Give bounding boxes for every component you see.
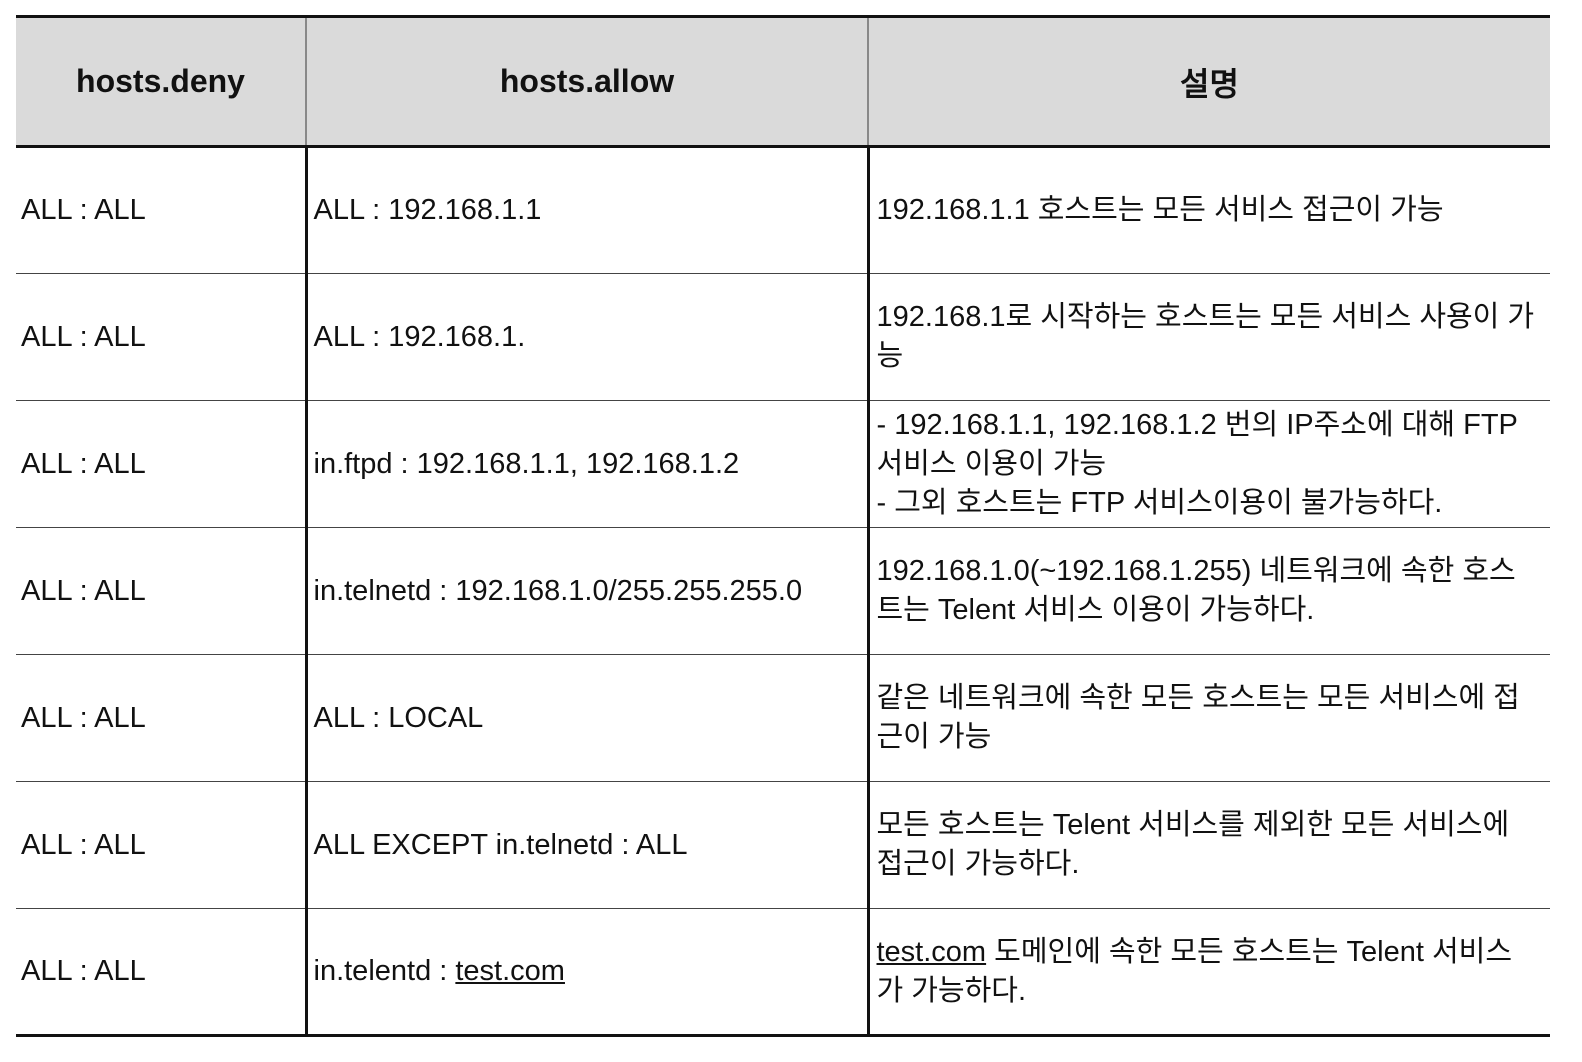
description-line: 모든 호스트는 Telent 서비스를 제외한 모든 서비스에 접근이 가능하다… bbox=[877, 806, 1539, 884]
cell-hosts-allow: in.telentd : test.com bbox=[306, 908, 870, 1037]
cell-hosts-deny: ALL : ALL bbox=[16, 273, 308, 401]
description-line: test.com 도메인에 속한 모든 호스트는 Telent 서비스가 가능하… bbox=[877, 933, 1539, 1011]
description-text: 192.168.1.0(~192.168.1.255) 네트워크에 속한 호스트… bbox=[876, 555, 1516, 626]
header-row: hosts.deny hosts.allow 설명 bbox=[16, 15, 1550, 148]
description-line: 192.168.1로 시작하는 호스트는 모든 서비스 사용이 가능 bbox=[877, 298, 1539, 376]
cell-description: - 192.168.1.1, 192.168.1.2 번의 IP주소에 대해 F… bbox=[868, 400, 1550, 528]
cell-hosts-allow: ALL : 192.168.1.1 bbox=[306, 146, 870, 274]
cell-hosts-deny: ALL : ALL bbox=[16, 908, 308, 1037]
table-row: ALL : ALL ALL : 192.168.1. 192.168.1로 시작하는… bbox=[16, 273, 1550, 401]
table-row: ALL : ALL ALL : LOCAL 같은 네트워크에 속한 모든 호스트는 … bbox=[16, 654, 1550, 782]
description-line: 192.168.1.0(~192.168.1.255) 네트워크에 속한 호스트… bbox=[877, 552, 1539, 630]
table-row: ALL : ALL in.ftpd : 192.168.1.1, 192.168.… bbox=[16, 400, 1550, 528]
description-text: - 192.168.1.1, 192.168.1.2 번의 IP주소에 대해 F… bbox=[876, 408, 1526, 480]
domain-link[interactable]: test.com bbox=[455, 955, 565, 987]
table-row: ALL : ALL ALL : 192.168.1.1 192.168.1.1 호스… bbox=[16, 146, 1550, 274]
allow-rule-text: ALL : 192.168.1.1 bbox=[313, 194, 542, 226]
cell-hosts-deny: ALL : ALL bbox=[16, 781, 308, 909]
cell-hosts-deny: ALL : ALL bbox=[16, 654, 308, 782]
allow-rule-text: in.telentd : bbox=[313, 955, 456, 987]
table-row: ALL : ALL ALL EXCEPT in.telnetd : ALL 모든 호… bbox=[16, 781, 1550, 909]
cell-hosts-allow: ALL EXCEPT in.telnetd : ALL bbox=[306, 781, 870, 909]
description-text: 192.168.1.1 호스트는 모든 서비스 접근이 가능 bbox=[876, 194, 1444, 226]
description-line: - 그외 호스트는 FTP 서비스이용이 불가능하다. bbox=[877, 484, 1539, 523]
allow-rule-text: ALL : LOCAL bbox=[313, 701, 484, 734]
allow-rule-text: in.ftpd : 192.168.1.1, 192.168.1.2 bbox=[313, 447, 740, 480]
allow-rule-text: ALL : 192.168.1. bbox=[313, 320, 526, 353]
description-text: - 그외 호스트는 FTP 서비스이용이 불가능하다. bbox=[876, 486, 1443, 519]
cell-hosts-allow: in.telnetd : 192.168.1.0/255.255.255.0 bbox=[306, 527, 870, 655]
cell-description: 192.168.1로 시작하는 호스트는 모든 서비스 사용이 가능 bbox=[868, 273, 1550, 401]
description-text: 192.168.1로 시작하는 호스트는 모든 서비스 사용이 가능 bbox=[876, 301, 1535, 372]
description-text: 모든 호스트는 Telent 서비스를 제외한 모든 서비스에 접근이 가능하다… bbox=[876, 809, 1518, 880]
description-line: - 192.168.1.1, 192.168.1.2 번의 IP주소에 대해 F… bbox=[877, 406, 1539, 484]
cell-description: 192.168.1.1 호스트는 모든 서비스 접근이 가능 bbox=[868, 146, 1550, 274]
allow-rule-text: ALL EXCEPT in.telnetd : ALL bbox=[313, 828, 688, 861]
allow-rule-text: in.telnetd : 192.168.1.0/255.255.255.0 bbox=[313, 574, 803, 607]
table-body: ALL : ALL ALL : 192.168.1.1 192.168.1.1 호스… bbox=[16, 146, 1550, 1037]
description-line: 같은 네트워크에 속한 모든 호스트는 모든 서비스에 접근이 가능 bbox=[877, 679, 1539, 757]
cell-hosts-deny: ALL : ALL bbox=[16, 527, 308, 655]
cell-hosts-allow: ALL : LOCAL bbox=[306, 654, 870, 782]
hosts-rules-table-container: hosts.deny hosts.allow 설명 ALL : ALL ALL :… bbox=[16, 15, 1550, 1037]
domain-link[interactable]: test.com bbox=[876, 935, 987, 968]
cell-hosts-allow: ALL : 192.168.1. bbox=[306, 273, 870, 401]
cell-description: test.com 도메인에 속한 모든 호스트는 Telent 서비스가 가능하… bbox=[868, 908, 1550, 1037]
cell-description: 모든 호스트는 Telent 서비스를 제외한 모든 서비스에 접근이 가능하다… bbox=[868, 781, 1550, 909]
cell-hosts-deny: ALL : ALL bbox=[16, 146, 308, 274]
description-line: 192.168.1.1 호스트는 모든 서비스 접근이 가능 bbox=[877, 191, 1539, 230]
description-text: 같은 네트워크에 속한 모든 호스트는 모든 서비스에 접근이 가능 bbox=[876, 682, 1520, 753]
header-hosts-deny: hosts.deny bbox=[16, 15, 307, 148]
cell-hosts-allow: in.ftpd : 192.168.1.1, 192.168.1.2 bbox=[306, 400, 870, 528]
header-description: 설명 bbox=[868, 15, 1550, 148]
header-hosts-allow: hosts.allow bbox=[306, 15, 869, 148]
hosts-rules-table: hosts.deny hosts.allow 설명 ALL : ALL ALL :… bbox=[16, 15, 1550, 1037]
description-text: 도메인에 속한 모든 호스트는 Telent 서비스가 가능하다. bbox=[876, 935, 1513, 1007]
table-header: hosts.deny hosts.allow 설명 bbox=[16, 15, 1550, 148]
table-row: ALL : ALL in.telentd : test.com test.com 도… bbox=[16, 908, 1550, 1037]
cell-description: 192.168.1.0(~192.168.1.255) 네트워크에 속한 호스트… bbox=[868, 527, 1550, 655]
cell-hosts-deny: ALL : ALL bbox=[16, 400, 308, 528]
table-row: ALL : ALL in.telnetd : 192.168.1.0/255.25… bbox=[16, 527, 1550, 655]
cell-description: 같은 네트워크에 속한 모든 호스트는 모든 서비스에 접근이 가능 bbox=[868, 654, 1550, 782]
